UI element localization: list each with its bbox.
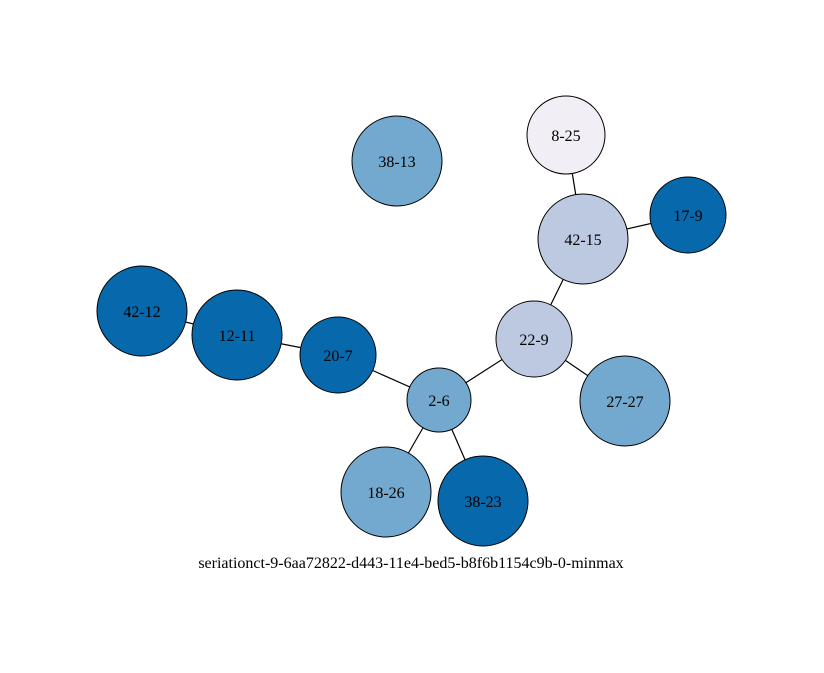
node-label: 2-6 [428, 393, 449, 410]
node-circle [351, 115, 443, 207]
node-circle [191, 289, 283, 381]
graph-caption: seriationct-9-6aa72822-d443-11e4-bed5-b8… [198, 555, 623, 572]
node-circle [299, 316, 377, 394]
node-2-6: 2-6 [406, 367, 472, 433]
node-42-15: 42-15 [537, 193, 629, 285]
node-label: 42-15 [564, 232, 601, 249]
node-circle [437, 455, 529, 547]
node-38-23: 38-23 [437, 455, 529, 547]
node-label: 18-26 [367, 485, 404, 502]
node-circle [649, 176, 727, 254]
node-label: 17-9 [673, 208, 702, 225]
node-circle [537, 193, 629, 285]
node-label: 27-27 [606, 394, 643, 411]
node-label: 38-23 [464, 494, 501, 511]
node-circle [579, 355, 671, 447]
node-38-13: 38-13 [351, 115, 443, 207]
nodes-layer: 38-13 8-25 42-15 17-9 42-12 12-11 20-7 22-9 2-6 2… [96, 95, 727, 547]
node-label: 22-9 [519, 332, 548, 349]
node-12-11: 12-11 [191, 289, 283, 381]
node-circle [96, 265, 188, 357]
node-27-27: 27-27 [579, 355, 671, 447]
node-17-9: 17-9 [649, 176, 727, 254]
node-label: 8-25 [551, 128, 580, 145]
node-20-7: 20-7 [299, 316, 377, 394]
node-circle [406, 367, 472, 433]
node-label: 38-13 [378, 154, 415, 171]
node-circle [526, 95, 606, 175]
node-circle [340, 446, 432, 538]
node-circle [495, 300, 573, 378]
node-label: 20-7 [323, 348, 352, 365]
node-18-26: 18-26 [340, 446, 432, 538]
node-label: 42-12 [123, 304, 160, 321]
node-8-25: 8-25 [526, 95, 606, 175]
node-label: 12-11 [219, 328, 256, 345]
node-22-9: 22-9 [495, 300, 573, 378]
node-42-12: 42-12 [96, 265, 188, 357]
